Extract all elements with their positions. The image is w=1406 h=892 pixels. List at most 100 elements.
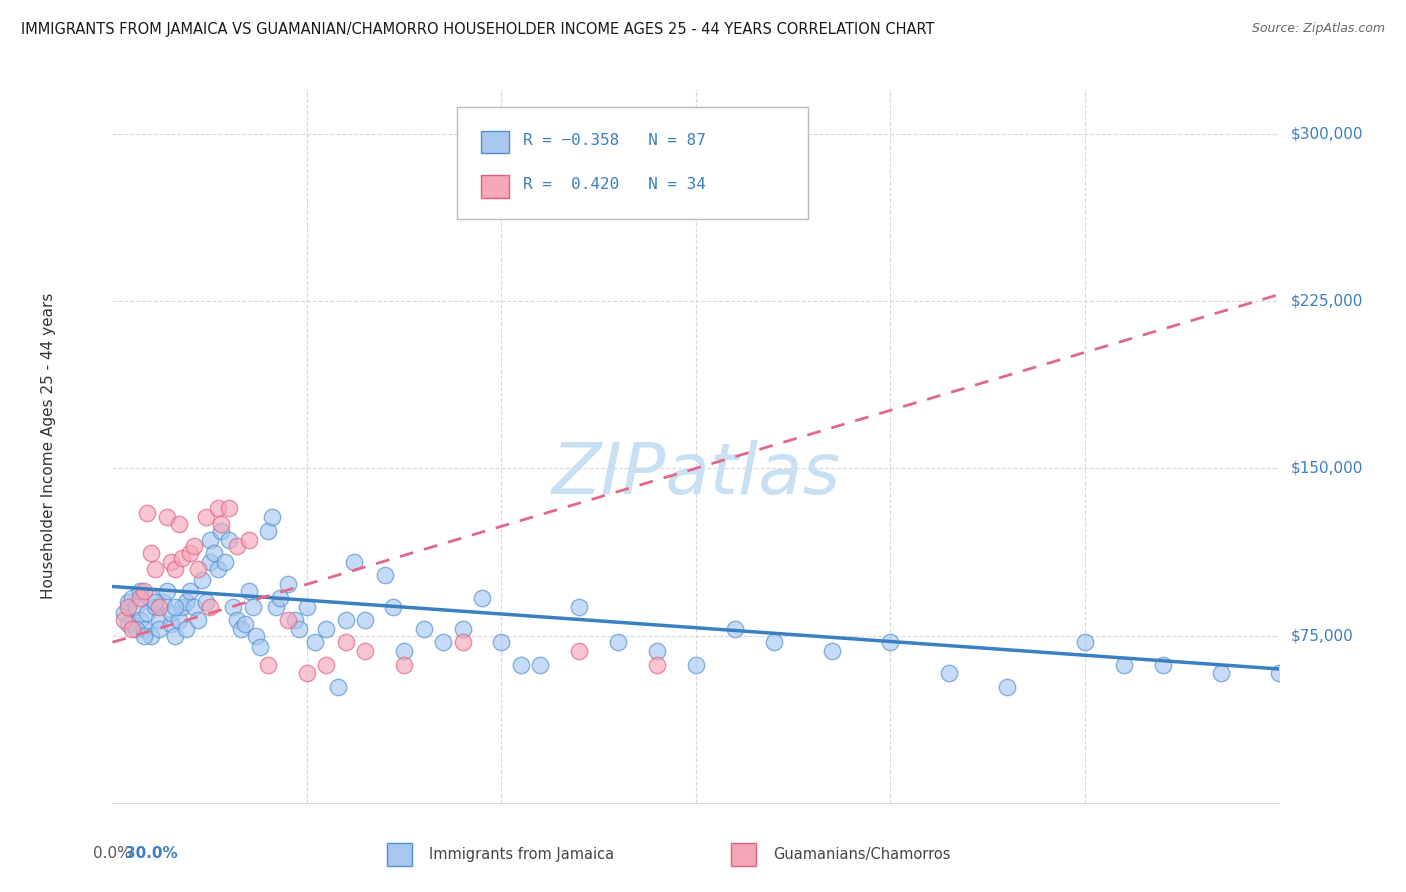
Point [214,555,236,569]
Point [491,635,513,649]
Point [1112,657,1135,672]
Point [143,562,166,576]
Point [529,657,551,672]
Point [288,622,311,636]
Point [128,591,150,605]
Point [762,635,785,649]
Point [187,562,209,576]
Point [198,533,221,547]
Point [233,617,256,632]
Point [238,583,260,598]
Point [112,607,135,621]
Point [354,613,377,627]
Text: Immigrants from Jamaica: Immigrants from Jamaica [429,847,614,862]
Point [257,524,280,538]
Point [295,599,318,614]
Point [194,595,217,609]
Point [136,506,159,520]
Point [148,613,170,627]
Point [1209,666,1232,681]
Point [645,657,668,672]
Text: Guamanians/Chamorros: Guamanians/Chamorros [773,847,950,862]
Point [141,546,163,560]
Point [335,613,357,627]
Point [412,622,434,636]
Point [269,591,291,605]
Point [176,595,198,609]
Point [1268,666,1291,681]
Text: $150,000: $150,000 [1291,461,1362,475]
Text: $75,000: $75,000 [1291,628,1354,643]
Point [167,517,190,532]
Point [112,613,135,627]
Point [451,622,474,636]
Point [194,510,217,524]
Point [226,539,249,553]
Point [315,657,337,672]
Point [509,657,531,672]
Point [128,583,150,598]
Point [304,635,326,649]
Point [207,501,229,516]
Point [132,583,155,598]
Point [179,546,201,560]
Point [245,628,267,642]
Point [143,595,166,609]
Point [995,680,1018,694]
Point [451,635,474,649]
Text: Householder Income Ages 25 - 44 years: Householder Income Ages 25 - 44 years [41,293,56,599]
Point [471,591,494,605]
Point [121,622,143,636]
Point [354,644,377,658]
Point [125,599,148,614]
Point [163,599,186,614]
Point [152,595,174,609]
Point [295,666,318,681]
Point [326,680,349,694]
Point [335,635,357,649]
Point [1074,635,1097,649]
Point [141,628,163,642]
Point [260,510,283,524]
Point [276,577,298,591]
Point [568,644,591,658]
Point [117,617,139,632]
Text: 0.0%: 0.0% [93,846,132,861]
Point [117,599,139,614]
Point [198,555,221,569]
Point [374,568,396,582]
Point [568,599,591,614]
Text: R =  0.420   N = 34: R = 0.420 N = 34 [523,178,706,192]
Point [163,628,186,642]
Text: Source: ZipAtlas.com: Source: ZipAtlas.com [1251,22,1385,36]
Point [121,591,143,605]
Point [685,657,707,672]
Point [392,657,416,672]
Text: 30.0%: 30.0% [125,846,177,861]
Point [249,640,271,654]
Point [315,622,337,636]
Point [125,622,148,636]
Point [226,613,249,627]
Point [264,599,287,614]
Point [143,599,166,614]
Point [121,617,143,632]
Point [392,644,416,658]
Point [276,613,298,627]
Point [207,562,229,576]
Point [156,510,179,524]
Point [242,599,264,614]
Text: $225,000: $225,000 [1291,293,1362,309]
Point [238,533,260,547]
Point [218,533,240,547]
Point [160,607,183,621]
Point [136,607,159,621]
Point [879,635,901,649]
Point [209,524,232,538]
Point [160,617,183,632]
Point [222,599,245,614]
Point [172,599,194,614]
Text: ZIPatlas: ZIPatlas [551,440,841,509]
Point [821,644,844,658]
Point [198,599,221,614]
